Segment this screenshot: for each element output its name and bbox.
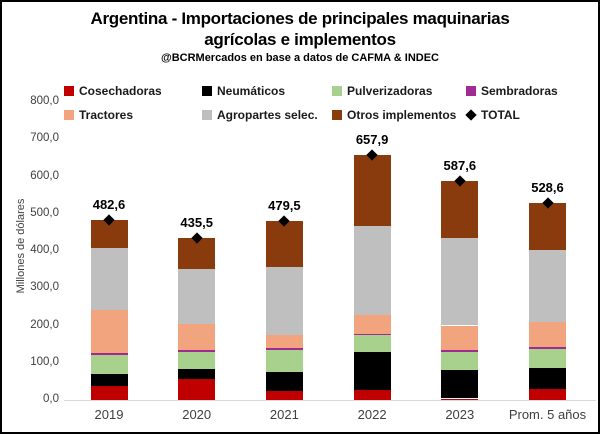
- total-value-label: 587,6: [443, 158, 477, 174]
- legend-diamond-icon: [465, 109, 477, 121]
- x-category-label: 2023: [445, 407, 475, 422]
- bar-segment: [441, 351, 479, 371]
- bar-segment: [529, 348, 566, 368]
- bar-segment: [441, 237, 479, 326]
- bar-segment: [178, 378, 216, 400]
- y-tick-label: 600,0: [30, 169, 59, 182]
- bar-segment: [353, 226, 391, 315]
- legend-label: Cosechadoras: [79, 84, 162, 98]
- bar-segment: [441, 325, 479, 351]
- legend-swatch-icon: [332, 86, 342, 96]
- bar-segment: [353, 154, 391, 227]
- total-value-label: 482,6: [92, 197, 126, 213]
- legend-item: Pulverizadoras: [332, 84, 433, 98]
- chart-subtitle: @BCRMercados en base a datos de CAFMA & …: [160, 52, 440, 64]
- bar-segment: [441, 181, 479, 238]
- bar-segment: [178, 269, 216, 325]
- bar-segment: [178, 351, 216, 369]
- bar-segment: [529, 346, 566, 349]
- y-tick-label: 700,0: [30, 132, 59, 145]
- bar-segment: [441, 398, 479, 400]
- x-axis-line: [64, 400, 596, 401]
- bar-segment: [178, 368, 216, 379]
- y-tick-label: 0,0: [43, 393, 59, 405]
- x-category-label: 2021: [269, 407, 299, 422]
- legend-item: Tractores: [64, 108, 134, 122]
- y-tick-label: 500,0: [30, 206, 59, 219]
- bar-segment: [178, 349, 216, 352]
- bar-segment: [353, 333, 391, 336]
- bar-segment: [178, 324, 216, 350]
- x-category-label: 2019: [94, 407, 124, 422]
- x-category-label: 2020: [182, 407, 212, 422]
- bar-segment: [529, 321, 566, 347]
- bar-segment: [529, 367, 566, 389]
- legend-item: Sembradoras: [466, 84, 558, 98]
- legend-swatch-icon: [466, 86, 476, 96]
- legend-swatch-icon: [202, 86, 212, 96]
- bar-segment: [90, 310, 128, 353]
- bar-segment: [90, 354, 128, 375]
- y-tick-label: 300,0: [30, 281, 59, 294]
- bar-segment: [441, 370, 479, 399]
- legend-label: Agropartes selec.: [217, 108, 318, 122]
- bar-segment: [265, 221, 303, 267]
- bar-segment: [353, 351, 391, 391]
- legend-swatch-icon: [202, 110, 212, 120]
- total-value-label: 657,9: [355, 131, 389, 147]
- legend-label: Tractores: [79, 108, 134, 122]
- y-tick-label: 100,0: [30, 355, 59, 368]
- bar-segment: [265, 334, 303, 349]
- bar-segment: [353, 390, 391, 400]
- legend-label: Neumáticos: [217, 84, 286, 98]
- legend-label: Sembradoras: [481, 84, 558, 98]
- bar-segment: [90, 386, 128, 400]
- bar-segment: [90, 374, 128, 387]
- bar-segment: [353, 335, 391, 352]
- legend-swatch-icon: [64, 86, 74, 96]
- legend-label: Otros implementos: [347, 108, 457, 122]
- y-tick-label: 800,0: [30, 95, 59, 107]
- legend-item: Agropartes selec.: [202, 108, 318, 122]
- bar-segment: [529, 249, 566, 322]
- legend-item: TOTAL: [465, 108, 520, 122]
- legend-item: Neumáticos: [202, 84, 286, 98]
- legend-item: Otros implementos: [332, 108, 457, 122]
- bar-segment: [265, 372, 303, 392]
- total-value-label: 528,6: [531, 180, 564, 196]
- chart-title-line1: Argentina - Importaciones de principales…: [90, 9, 510, 28]
- total-value-label: 479,5: [268, 198, 301, 214]
- bar-segment: [265, 267, 303, 335]
- bar-segment: [265, 391, 303, 400]
- y-tick-label: 400,0: [30, 244, 59, 256]
- bar-segment: [529, 203, 566, 250]
- legend-item: Cosechadoras: [64, 84, 162, 98]
- x-category-label: Prom. 5 años: [508, 407, 587, 422]
- total-value-label: 435,5: [180, 214, 213, 230]
- bar-segment: [265, 348, 303, 351]
- legend-swatch-icon: [332, 110, 342, 120]
- x-category-label: 2022: [357, 407, 387, 422]
- bar-segment: [90, 352, 128, 355]
- bar-segment: [90, 247, 128, 311]
- bar-segment: [353, 314, 391, 334]
- bar-segment: [529, 388, 566, 400]
- chart-title-line2: agrícolas e implementos: [204, 30, 396, 49]
- legend-label: TOTAL: [481, 108, 520, 122]
- legend-swatch-icon: [64, 110, 74, 120]
- bar-segment: [265, 350, 303, 373]
- bar-segment: [441, 350, 479, 352]
- legend-label: Pulverizadoras: [347, 84, 433, 98]
- y-tick-label: 200,0: [30, 318, 59, 331]
